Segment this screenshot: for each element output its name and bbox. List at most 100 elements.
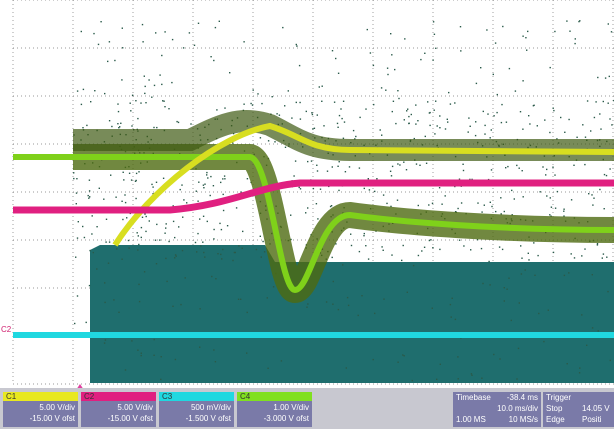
noise-dot — [406, 291, 408, 293]
noise-dot — [73, 172, 75, 174]
noise-dot — [222, 193, 224, 196]
noise-dot — [529, 123, 531, 125]
noise-dot — [500, 213, 502, 215]
noise-dot — [86, 124, 88, 127]
noise-dot — [128, 247, 130, 249]
noise-dot — [542, 166, 544, 168]
noise-dot — [436, 378, 438, 380]
noise-dot — [131, 340, 133, 342]
noise-dot — [560, 116, 562, 119]
noise-dot — [193, 44, 196, 46]
noise-dot — [403, 161, 405, 163]
noise-dot — [199, 218, 201, 220]
noise-dot — [379, 129, 381, 131]
noise-dot — [564, 131, 566, 133]
noise-dot — [263, 251, 266, 253]
noise-dot — [611, 124, 613, 126]
noise-dot — [73, 177, 75, 180]
noise-dot — [140, 226, 143, 229]
noise-dot — [111, 125, 113, 128]
noise-dot — [425, 162, 428, 164]
noise-dot — [534, 274, 536, 276]
noise-dot — [391, 165, 394, 168]
noise-dot — [439, 127, 441, 129]
noise-dot — [206, 174, 208, 176]
noise-dot — [243, 41, 245, 43]
channel-header — [159, 392, 234, 401]
noise-dot — [603, 208, 605, 210]
noise-dot — [222, 178, 224, 180]
noise-dot — [415, 104, 417, 106]
noise-dot — [159, 239, 161, 241]
noise-dot — [581, 255, 583, 257]
noise-dot — [401, 259, 403, 262]
noise-dot — [211, 275, 213, 278]
noise-dot — [130, 179, 133, 181]
noise-dot — [282, 26, 284, 29]
noise-dot — [424, 52, 426, 54]
noise-dot — [160, 378, 162, 381]
noise-dot — [586, 100, 589, 102]
noise-dot — [352, 129, 355, 132]
noise-dot — [417, 204, 419, 207]
noise-dot — [267, 367, 269, 369]
noise-dot — [494, 42, 497, 44]
noise-dot — [93, 32, 95, 35]
noise-dot — [165, 223, 167, 225]
noise-dot — [382, 249, 384, 251]
noise-dot — [155, 263, 158, 265]
noise-dot — [432, 59, 434, 61]
noise-dot — [346, 296, 349, 299]
noise-dot — [120, 122, 122, 124]
noise-dot — [195, 190, 197, 192]
noise-dot — [543, 340, 545, 343]
noise-dot — [435, 100, 437, 102]
noise-dot — [172, 305, 174, 307]
noise-dot — [103, 198, 105, 200]
noise-dot — [528, 115, 530, 117]
timebase-title: Timebase — [456, 393, 491, 402]
noise-dot — [319, 188, 322, 190]
noise-dot — [298, 64, 301, 67]
noise-dot — [521, 170, 523, 172]
noise-dot — [104, 339, 107, 341]
noise-dot — [522, 35, 524, 37]
noise-dot — [427, 101, 429, 103]
noise-dot — [162, 177, 165, 179]
noise-dot — [526, 49, 528, 51]
noise-dot — [471, 178, 473, 181]
noise-dot — [219, 222, 221, 225]
noise-dot — [496, 111, 498, 114]
noise-dot — [433, 33, 436, 35]
channel-offset: -15.00 V ofst — [30, 414, 76, 423]
noise-dot — [502, 25, 504, 28]
noise-dot — [98, 187, 100, 189]
timebase-delay: -38.4 ms — [507, 393, 538, 402]
noise-dot — [153, 338, 155, 341]
noise-dot — [368, 189, 371, 191]
noise-dot — [513, 198, 515, 200]
noise-dot — [332, 280, 334, 283]
timebase-scale: 10.0 ms/div — [497, 404, 538, 413]
noise-dot — [432, 21, 435, 23]
noise-dot — [570, 199, 573, 201]
noise-dot — [566, 20, 568, 22]
noise-dot — [242, 230, 244, 233]
noise-dot — [599, 113, 601, 115]
noise-dot — [232, 142, 234, 144]
noise-dot — [144, 85, 146, 88]
noise-dot — [454, 102, 456, 104]
noise-dot — [104, 92, 106, 95]
noise-dot — [333, 101, 336, 103]
noise-dot — [299, 188, 302, 190]
timebase-box[interactable] — [453, 392, 541, 427]
noise-dot — [501, 248, 504, 251]
noise-dot — [224, 107, 226, 109]
noise-dot — [307, 207, 309, 209]
noise-dot — [75, 192, 78, 194]
noise-dot — [498, 246, 501, 248]
noise-dot — [474, 134, 477, 137]
noise-dot — [161, 83, 163, 86]
trigger-box[interactable] — [543, 392, 614, 427]
noise-dot — [578, 372, 581, 374]
